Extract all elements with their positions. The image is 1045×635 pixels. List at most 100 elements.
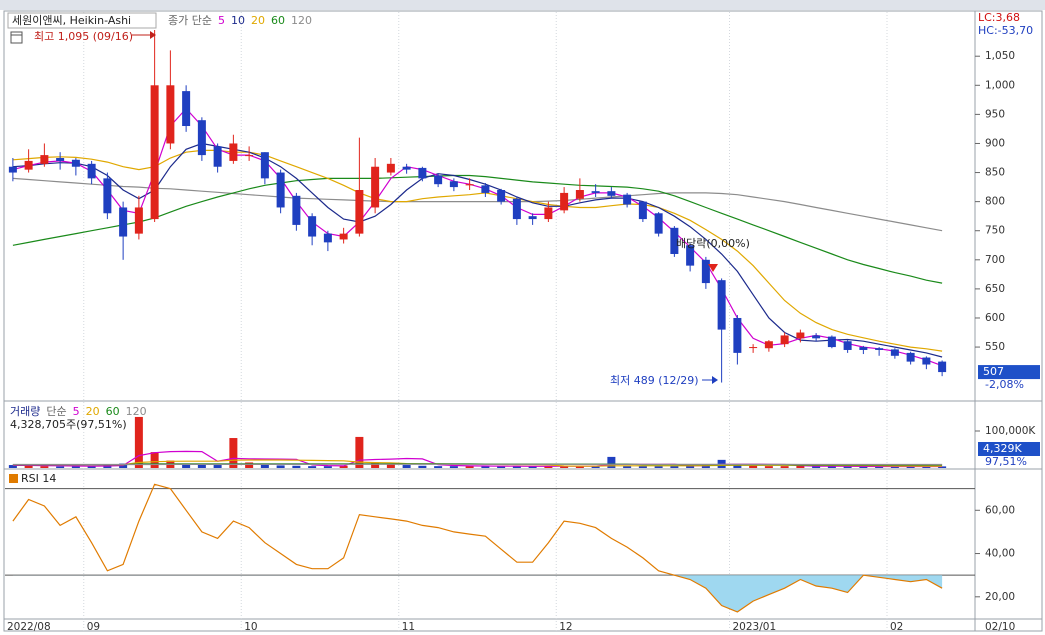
y-tick-label: 40,00 — [985, 548, 1015, 560]
candle-body — [591, 191, 600, 193]
legend-item: 20 — [251, 14, 265, 27]
current-price-box — [978, 365, 1040, 380]
moving-average — [12, 149, 943, 352]
volume-bar — [827, 466, 836, 468]
volume-bar — [56, 466, 65, 468]
frame — [3, 10, 1043, 632]
cursor-date: 02/10 — [985, 621, 1015, 633]
chart-title: 세원이앤씨, Heikin-Ashi — [12, 14, 131, 27]
volume-info: 4,328,705주(97,51%) — [10, 418, 127, 431]
volume-bar — [638, 466, 647, 468]
candle-body — [780, 335, 789, 345]
volume-box — [978, 442, 1040, 456]
x-tick-label: 09 — [87, 621, 100, 633]
volume-bar — [670, 465, 679, 468]
candle-body — [796, 332, 805, 339]
x-tick-label: 2023/01 — [733, 621, 777, 633]
arrow — [712, 376, 718, 384]
candle-body — [386, 163, 395, 173]
candle-body — [906, 352, 915, 362]
volume-bar — [229, 438, 238, 468]
candle-body — [465, 184, 474, 186]
rsi-swatch — [9, 474, 18, 483]
volume-bar — [812, 466, 821, 468]
y-tick-label: 600 — [985, 312, 1005, 324]
candle-body — [575, 190, 584, 199]
y-tick-label: 950 — [985, 108, 1005, 120]
rsi-line — [12, 483, 943, 613]
candle-body — [607, 191, 616, 196]
moving-average — [12, 174, 943, 284]
y-tick-label: 850 — [985, 167, 1005, 179]
candle-body — [418, 167, 427, 179]
volume-bar — [906, 466, 915, 468]
legend-title: 종가 단순 — [168, 14, 212, 27]
change-label: -2,08% — [985, 378, 1024, 391]
candle-body — [528, 216, 537, 220]
ex-dividend-marker — [708, 264, 718, 272]
plot: 09 10 11 12 2023/01 02 550 600 650 700 750 800 850 90… — [5, 12, 1036, 633]
volume-bar — [134, 416, 143, 468]
candle-body — [402, 166, 411, 170]
volume-bar — [339, 465, 348, 468]
y-tick-label: 1,000 — [985, 79, 1015, 91]
candle-body — [197, 120, 206, 156]
y-tick-label: 1,050 — [985, 50, 1015, 62]
volume-bar — [355, 436, 364, 468]
volume-ratio: 97,51% — [985, 455, 1027, 468]
candle-body — [103, 178, 112, 214]
candle-body — [764, 341, 773, 349]
candle-body — [323, 233, 332, 243]
volume-bar — [150, 452, 159, 468]
volume-last: 4,329K — [983, 442, 1022, 455]
candle-body — [812, 335, 821, 339]
volume-bar — [197, 464, 206, 468]
candle-body — [922, 357, 931, 365]
volume-bar — [733, 464, 742, 468]
volume-bar — [386, 464, 395, 468]
candle-body — [843, 341, 852, 350]
candle-body — [166, 85, 175, 144]
legend-item: 5 — [218, 14, 225, 27]
volume-bar — [418, 465, 427, 468]
volume-bar — [465, 466, 474, 468]
candle-body — [890, 349, 899, 356]
candle-body — [260, 152, 269, 179]
candle-body — [497, 190, 506, 202]
candle-body — [213, 146, 222, 167]
candle-body — [308, 216, 317, 237]
volume-bar — [260, 464, 269, 468]
candle-body — [670, 227, 679, 254]
candle-body — [512, 198, 521, 220]
volume-bar — [575, 466, 584, 468]
candle-body — [8, 166, 17, 173]
candle-body — [827, 336, 836, 348]
volume-bar — [245, 462, 254, 468]
y-tick-label: 550 — [985, 341, 1005, 353]
x-tick-label: 02 — [890, 621, 903, 633]
legend: 거래량 단순 5 20 60 120 — [10, 405, 147, 418]
low-annotation: 최저 489 (12/29) — [610, 374, 699, 387]
candle-body — [717, 280, 726, 330]
volume-bar — [843, 466, 852, 468]
volume-bar — [497, 466, 506, 468]
volume-bar — [276, 465, 285, 468]
candle-body — [134, 207, 143, 234]
candle-body — [623, 194, 632, 205]
y-tick-label: 100,000K — [985, 425, 1036, 437]
volume-bar — [402, 465, 411, 468]
volume-bar — [40, 466, 49, 468]
y-tick-label: 20,00 — [985, 591, 1015, 603]
legend-item: 60 — [106, 405, 120, 418]
legend-item: 60 — [271, 14, 285, 27]
candle-body — [544, 207, 553, 220]
lc-label: LC:3,68 — [978, 11, 1020, 24]
volume-bar — [701, 465, 710, 468]
volume-bar — [24, 465, 33, 468]
high-annotation: 최고 1,095 (09/16) — [34, 30, 133, 43]
volume-bar — [308, 466, 317, 468]
y-tick-label: 750 — [985, 225, 1005, 237]
y-tick-label: 60,00 — [985, 504, 1015, 516]
candle-body — [182, 91, 191, 127]
candle-body — [245, 155, 254, 157]
